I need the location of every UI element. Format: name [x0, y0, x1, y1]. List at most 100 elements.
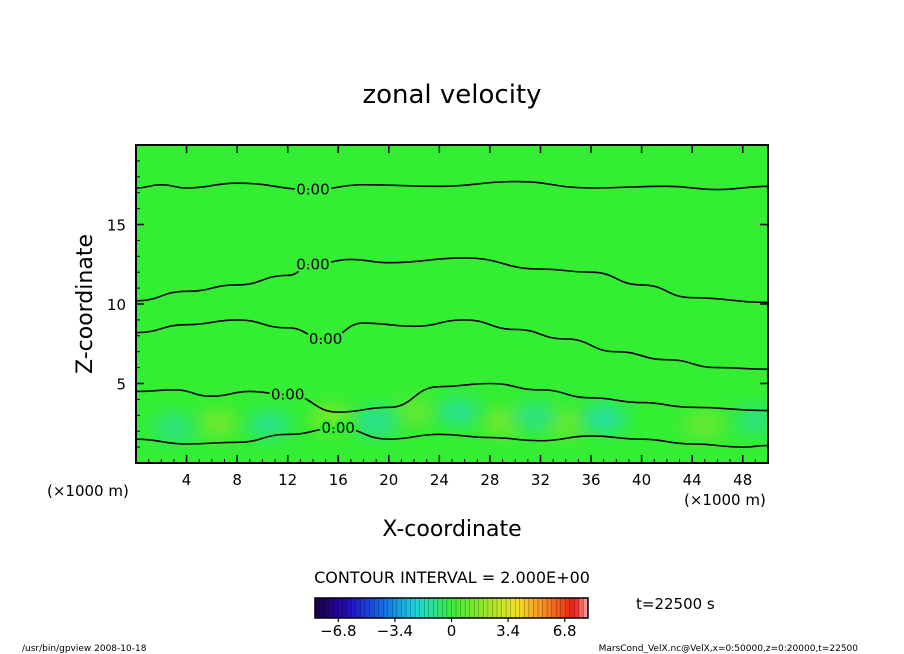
colorbar-segment: [560, 598, 566, 618]
colorbar-segment: [542, 598, 548, 618]
contour-label: 0.00: [322, 419, 355, 437]
positive-velocity-patch: [682, 411, 727, 438]
footer-right: MarsCond_VelX.nc@VelX,x=0:50000,z=0:2000…: [599, 644, 859, 654]
colorbar-segment: [524, 598, 530, 618]
x-axis: 4 8 12 16 20 24 28 32 36 40 44 48: [148, 145, 756, 489]
colorbar-segment: [551, 598, 557, 618]
x-tick-label: 12: [278, 471, 297, 489]
negative-velocity-patch: [246, 411, 291, 438]
colorbar-tick-label: 0: [447, 622, 457, 640]
colorbar-segment: [515, 598, 521, 618]
colorbar-segment: [533, 598, 539, 618]
colorbar-segment: [369, 598, 375, 618]
contour-label: 0.00: [309, 330, 342, 348]
colorbar-segment: [483, 598, 489, 618]
colorbar-segment: [383, 598, 389, 618]
colorbar: [314, 597, 589, 619]
colorbar-segment: [346, 598, 352, 618]
colorbar-segment: [401, 598, 407, 618]
colorbar-segment: [433, 598, 439, 618]
contour-label: 0.00: [296, 255, 329, 273]
negative-velocity-patch: [581, 405, 626, 432]
contour-label: 0.00: [271, 386, 304, 404]
contour-line: [136, 382, 768, 413]
negative-velocity-patch: [436, 399, 481, 426]
y-tick-label: 5: [116, 376, 126, 394]
time-label: t=22500 s: [636, 595, 715, 613]
x-tick-label: 40: [632, 471, 651, 489]
chart-title: zonal velocity: [362, 80, 541, 110]
contour-line: [136, 427, 768, 448]
colorbar-segment: [392, 598, 398, 618]
colorbar-segment: [478, 598, 484, 618]
negative-velocity-patch: [151, 415, 196, 442]
colorbar-segment: [547, 598, 553, 618]
colorbar-segment: [406, 598, 412, 618]
colorbar-segment: [556, 598, 562, 618]
negative-velocity-patch: [512, 403, 557, 430]
colorbar-segment: [342, 598, 348, 618]
colorbar-segment: [319, 598, 325, 618]
colorbar-segment: [565, 598, 571, 618]
colorbar-segment: [569, 598, 575, 618]
colorbar-segment: [497, 598, 503, 618]
contour-line: [136, 319, 768, 370]
colorbar-tick-label: 3.4: [496, 622, 520, 640]
colorbar-segment: [460, 598, 466, 618]
y-tick-label: 15: [107, 217, 126, 235]
colorbar-segment: [506, 598, 512, 618]
colorbar-segment: [501, 598, 507, 618]
colorbar-segment: [465, 598, 471, 618]
y-axis: 5 10 15: [107, 160, 768, 448]
colorbar-segment: [583, 598, 589, 618]
colorbar-segment: [528, 598, 534, 618]
colorbar-tick-label: 6.8: [553, 622, 577, 640]
colorbar-segment: [437, 598, 443, 618]
colorbar-segment: [337, 598, 343, 618]
colorbar-segment: [387, 598, 393, 618]
colorbar-segment: [374, 598, 380, 618]
footer-left: /usr/bin/gpview 2008-10-18: [22, 644, 147, 654]
colorbar-segment: [419, 598, 425, 618]
colorbar-segment: [442, 598, 448, 618]
colorbar-segment: [492, 598, 498, 618]
colorbar-segment: [574, 598, 580, 618]
colorbar-tick-label: −3.4: [377, 622, 413, 640]
velocity-patches: [151, 399, 768, 442]
x-tick-label: 8: [232, 471, 242, 489]
x-tick-label: 4: [182, 471, 192, 489]
colorbar-segment: [378, 598, 384, 618]
x-tick-label: 28: [480, 471, 499, 489]
colorbar-segment: [428, 598, 434, 618]
colorbar-segment: [446, 598, 452, 618]
colorbar-segment: [469, 598, 475, 618]
negative-velocity-patch: [354, 408, 399, 435]
colorbar-tick-label: −6.8: [320, 622, 356, 640]
colorbar-segment: [355, 598, 361, 618]
colorbar-segment: [360, 598, 366, 618]
colorbar-segment: [365, 598, 371, 618]
positive-velocity-patch: [392, 399, 437, 426]
colorbar-segment: [537, 598, 543, 618]
x-tick-label: 24: [430, 471, 449, 489]
contour-label: 0.00: [296, 181, 329, 199]
y-tick-label: 10: [107, 296, 126, 314]
colorbar-segment: [424, 598, 430, 618]
contour-lines: 0.00 0.00 0.00 0.00 0.00: [136, 178, 768, 448]
x-unit-right: (×1000 m): [684, 491, 766, 509]
x-unit-left: (×1000 m): [47, 482, 129, 500]
contour-line: [136, 257, 768, 304]
positive-velocity-patch: [196, 410, 241, 437]
colorbar-segment: [415, 598, 421, 618]
x-axis-label: X-coordinate: [382, 517, 521, 542]
colorbar-segment: [315, 598, 321, 618]
colorbar-segment: [328, 598, 334, 618]
negative-velocity-patch: [733, 407, 768, 434]
colorbar-segment: [451, 598, 457, 618]
x-tick-label: 44: [683, 471, 702, 489]
colorbar-segment: [578, 598, 584, 618]
contour-interval: CONTOUR INTERVAL = 2.000E+00: [314, 568, 590, 587]
colorbar-segment: [410, 598, 416, 618]
